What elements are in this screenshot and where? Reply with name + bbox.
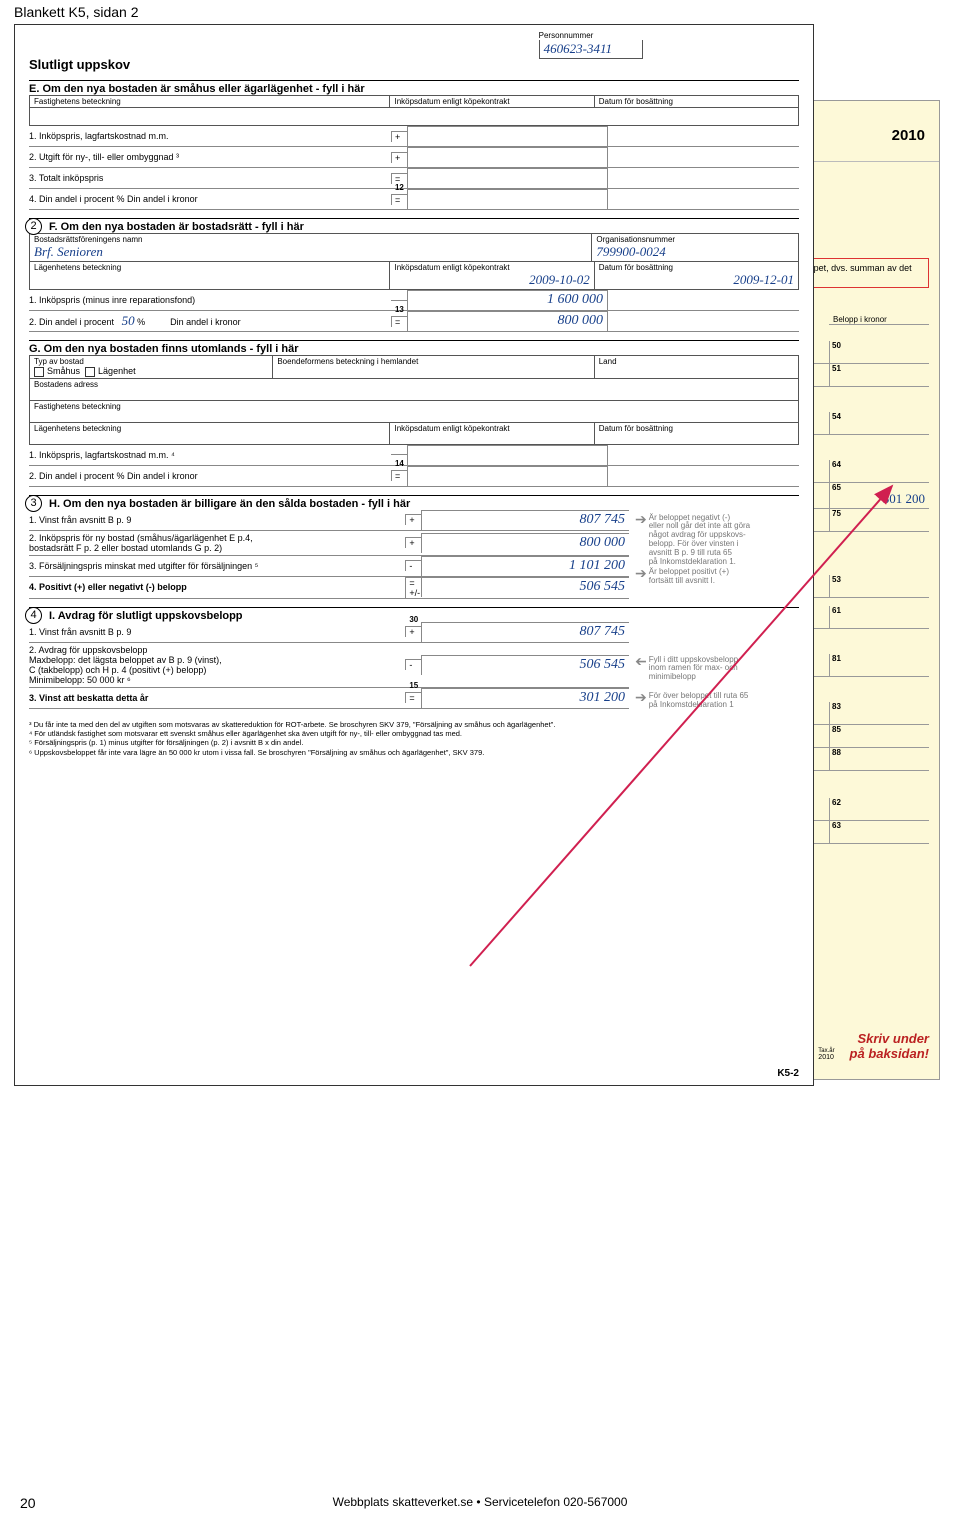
secF-hdr2-2: Datum för bosättning [599, 263, 794, 272]
secG-row: 1. Inköpspris, lagfartskostnad m.m. ⁴ [29, 445, 799, 466]
secG-hdr4-0: Lägenhetens beteckning [29, 423, 390, 445]
personnummer-label: Personnummer [539, 31, 643, 40]
secF-hdr1-0: Bostadsrättsföreningens namn [34, 235, 587, 244]
secH-row: 3. Försäljningspris minskat med utgifter… [29, 556, 629, 577]
secH-title: H. Om den nya bostaden är billigare än d… [29, 495, 799, 510]
check-smahus[interactable] [34, 367, 44, 377]
k5-title: Slutligt uppskov [29, 57, 799, 72]
secE-title: E. Om den nya bostaden är småhus eller ä… [29, 80, 799, 95]
secE-hdr2: Datum för bosättning [595, 95, 799, 108]
secF-date1: 2009-10-02 [394, 272, 589, 288]
secG-hdr1-2: Land [595, 355, 799, 379]
label-smahus: Småhus [47, 366, 80, 376]
secE-row: 1. Inköpspris, lagfartskostnad m.m.+ [29, 126, 799, 147]
secF-title: F. Om den nya bostaden är bostadsrätt - … [29, 218, 799, 233]
yellow-year: 2010 [892, 127, 925, 144]
secH-row: 4. Positivt (+) eller negativt (-) belop… [29, 577, 629, 599]
page-header: Blankett K5, sidan 2 [14, 4, 139, 20]
step-3: 3 [25, 495, 42, 512]
secE-row: 4. Din andel i procent % Din andel i kro… [29, 189, 799, 210]
secG-title: G. Om den nya bostaden finns utomlands -… [29, 340, 799, 355]
secH-row: 1. Vinst från avsnitt B p. 9+807 745 [29, 510, 629, 531]
arrow-icon: ➔ [635, 692, 647, 703]
k5-id: K5-2 [777, 1068, 799, 1079]
secG-hdr3: Fastighetens beteckning [29, 401, 799, 423]
secI-row: 1. Vinst från avsnitt B p. 930+807 745 [29, 622, 629, 643]
secG-hdr4-2: Datum för bosättning [595, 423, 799, 445]
arrow-icon: ➔ [635, 568, 647, 579]
secE-hdr1: Inköpsdatum enligt köpekontrakt [390, 95, 594, 108]
secF-r1-val: 1 600 000 [547, 292, 603, 307]
secG-hdr2: Bostadens adress [29, 379, 799, 401]
secH-note2: Är beloppet positivt (+) fortsätt till a… [649, 568, 729, 586]
secG-hdr1-1: Boendeformens beteckning i hemlandet [273, 355, 594, 379]
personnummer: 460623-3411 [544, 41, 612, 56]
secI-row: 3. Vinst att beskatta detta år15=301 200 [29, 688, 629, 709]
secI-note1: Fyll i ditt uppskovsbelopp inom ramen fö… [649, 656, 738, 682]
secG-hdr4-1: Inköpsdatum enligt köpekontrakt [390, 423, 594, 445]
secF-hdr1-1: Organisationsnummer [596, 235, 794, 244]
arrow-left-icon: ➔ [635, 656, 647, 667]
secI-row: 2. Avdrag för uppskovsbelopp Maxbelopp: … [29, 643, 629, 688]
secF-r2-lab: 2. Din andel i procent 50 % Din andel i … [29, 311, 391, 331]
check-lagenhet[interactable] [85, 367, 95, 377]
step-2: 2 [25, 218, 42, 235]
taxyear: 2010 [818, 1054, 839, 1061]
secF-r1-lab: 1. Inköpspris (minus inre reparationsfon… [29, 293, 391, 307]
secE-hdr0: Fastighetens beteckning [29, 95, 390, 108]
footnotes: ³ Du får inte ta med den del av utgiften… [29, 720, 799, 758]
belopp-label: Belopp i kronor [829, 315, 929, 325]
label-lagenhet: Lägenhet [98, 366, 136, 376]
k5-form: Personnummer 460623-3411 Slutligt uppsko… [14, 24, 814, 1086]
secE-row: 2. Utgift för ny-, till- eller ombyggnad… [29, 147, 799, 168]
secF-r2-val: 800 000 [557, 313, 603, 328]
secG-row: 2. Din andel i procent % Din andel i kro… [29, 466, 799, 487]
sign-back: Skriv under på baksidan! [845, 1031, 929, 1061]
secH-note1: Är beloppet negativt (-) eller noll går … [649, 514, 750, 567]
secE-row: 3. Totalt inköpspris= [29, 168, 799, 189]
secH-row: 2. Inköpspris för ny bostad (småhus/ägar… [29, 531, 629, 556]
secF-brf: Brf. Senioren [34, 244, 587, 260]
secF-hdr2-0: Lägenhetens beteckning [34, 263, 385, 272]
secF-hdr2-1: Inköpsdatum enligt köpekontrakt [394, 263, 589, 272]
page-number: 20 [20, 1495, 36, 1511]
secF-orgnr: 799900-0024 [596, 244, 794, 260]
page-footer-text: Webbplats skatteverket.se • Servicetelef… [333, 1495, 628, 1509]
step-4: 4 [25, 607, 42, 624]
arrow-icon: ➔ [635, 514, 647, 525]
secI-note2: För över beloppet till ruta 65 på Inkoms… [649, 692, 749, 710]
secF-date2: 2009-12-01 [599, 272, 794, 288]
secG-hdr1-0: Typ av bostad [34, 357, 268, 366]
